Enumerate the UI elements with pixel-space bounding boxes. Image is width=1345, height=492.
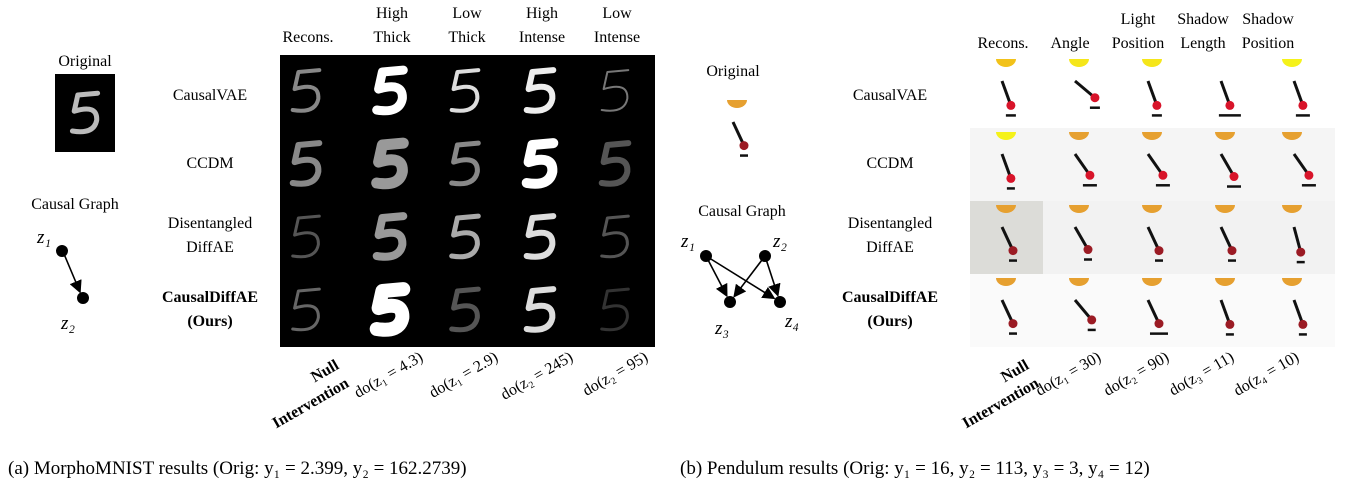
light-source	[727, 100, 747, 108]
pendulum-bob	[1158, 171, 1167, 180]
pendulum-bob	[1152, 101, 1161, 110]
graph-label: Causal Graph	[698, 203, 786, 220]
pendulum-bob	[1006, 101, 1015, 110]
column-label: Shadow	[1242, 11, 1294, 28]
row-label: DiffAE	[866, 239, 914, 256]
graph-node	[56, 245, 68, 257]
pendulum-bob	[1085, 171, 1094, 180]
intervention-label: do(z₂ = 90)	[1101, 349, 1172, 400]
graph-node	[77, 292, 89, 304]
graph-label: Causal Graph	[31, 196, 119, 213]
column-label: Thick	[448, 29, 485, 46]
column-label: Intense	[519, 29, 565, 46]
intervention-label: do(z₂ = 95)	[580, 349, 651, 400]
intervention-label: do(z₁ = 2.9)	[426, 349, 501, 402]
column-label: Angle	[1050, 35, 1089, 52]
column-label: Low	[452, 5, 482, 22]
graph-edge	[765, 256, 778, 295]
row-label: Disentangled	[848, 215, 932, 232]
pendulum-bob	[1227, 246, 1236, 255]
node-label: z₁	[680, 231, 695, 252]
intervention-label: do(z₁ = 4.3)	[351, 349, 426, 402]
figure: OriginalCausal Graphz₁z₂CausalVAECCDMDis…	[0, 0, 1345, 492]
intervention-label: Intervention	[960, 375, 1042, 432]
graph-node	[724, 296, 736, 308]
pendulum-bob	[1296, 248, 1305, 257]
column-label: Recons.	[977, 35, 1028, 52]
node-label: z₁	[36, 227, 51, 248]
pendulum-bob	[1084, 245, 1093, 254]
column-label: Position	[1242, 35, 1294, 52]
column-label: Thick	[373, 29, 410, 46]
original-image	[55, 74, 115, 152]
column-label: High	[376, 5, 408, 22]
column-label: Recons.	[282, 29, 333, 46]
row-label: CCDM	[186, 155, 233, 172]
row-label: CCDM	[866, 155, 913, 172]
column-label: Light	[1121, 11, 1156, 28]
row-label: CausalVAE	[173, 87, 247, 104]
intervention-label: do(z₄ = 10)	[1231, 349, 1302, 400]
intervention-label: do(z₂ = 245)	[498, 349, 576, 404]
row-label: (Ours)	[867, 313, 912, 330]
digit-image	[377, 289, 404, 330]
original-label: Original	[58, 53, 112, 70]
row-label: CausalDiffAE	[842, 289, 938, 306]
node-label: z₂	[60, 313, 75, 334]
graph-node	[759, 250, 771, 262]
column-label: Length	[1180, 35, 1225, 52]
graph-node	[700, 250, 712, 262]
node-label: z₄	[784, 311, 799, 332]
original-label: Original	[706, 63, 760, 80]
column-label: Position	[1112, 35, 1164, 52]
pendulum-bob	[1298, 101, 1307, 110]
node-label: z₃	[714, 318, 729, 339]
intervention-label: Intervention	[270, 375, 352, 432]
pendulum-bob	[1008, 319, 1017, 328]
pendulum-bob	[1154, 319, 1163, 328]
pendulum-bob	[1225, 320, 1234, 329]
row-label: DiffAE	[186, 239, 234, 256]
pendulum-bob	[1304, 171, 1313, 180]
row-label: Disentangled	[168, 215, 252, 232]
result-cell	[1262, 128, 1335, 201]
pendulum-bob	[1230, 172, 1239, 181]
intervention-label: do(z₃ = 11)	[1166, 349, 1237, 400]
pendulum-bob	[1298, 320, 1307, 329]
node-label: z₂	[772, 231, 787, 252]
column-label: High	[526, 5, 558, 22]
result-grid	[280, 55, 655, 347]
column-label: Shadow	[1177, 11, 1229, 28]
caption: (a) MorphoMNIST results (Orig: y₁ = 2.39…	[8, 458, 467, 479]
pendulum-bob	[1225, 101, 1234, 110]
intervention-label: do(z₁ = 30)	[1033, 349, 1104, 400]
column-label: Low	[602, 5, 632, 22]
row-label: CausalVAE	[853, 87, 927, 104]
pendulum-bob	[1154, 246, 1163, 255]
pendulum-bob	[1087, 315, 1096, 324]
row-label: CausalDiffAE	[162, 289, 258, 306]
row-label: (Ours)	[187, 313, 232, 330]
pendulum-bob	[1008, 246, 1017, 255]
caption: (b) Pendulum results (Orig: y₁ = 16, y₂ …	[680, 458, 1150, 479]
graph-edge	[64, 254, 80, 292]
pendulum-bob	[1006, 174, 1015, 183]
column-label: Intense	[594, 29, 640, 46]
graph-node	[774, 296, 786, 308]
pendulum-bob	[1090, 93, 1099, 102]
pendulum-bob	[739, 141, 748, 150]
